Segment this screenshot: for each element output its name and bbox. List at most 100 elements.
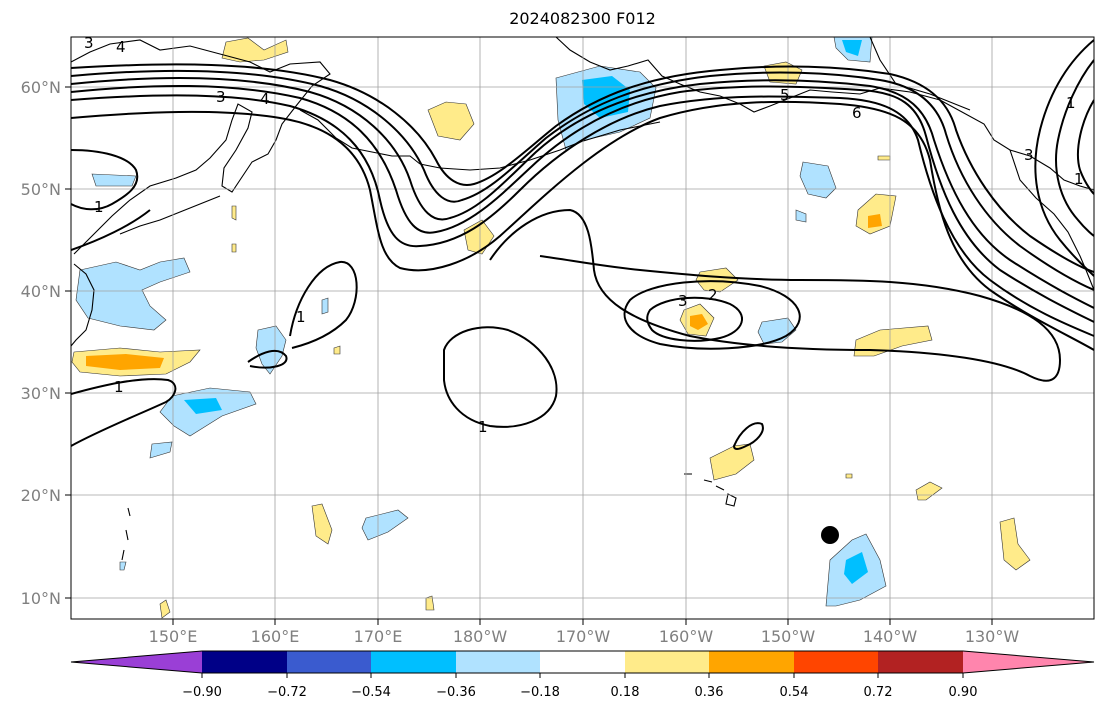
contour-label: 1 (114, 378, 124, 396)
lon-label: 130°W (965, 627, 1020, 646)
contour-label: 3 (216, 88, 226, 106)
positive-anomaly-patch (231, 243, 237, 253)
negative-anomaly-patch (149, 441, 173, 459)
contour-line (247, 349, 288, 369)
kuril-islands (119, 195, 221, 235)
contour-label: 4 (116, 38, 126, 56)
lat-label: 30°N (21, 384, 61, 403)
hawaii-islands (684, 473, 737, 507)
longitude-labels: 150°E 160°E 170°E 180°W 170°W 160°W 150°… (149, 627, 1020, 646)
contour-label: 5 (780, 86, 790, 104)
contour-label: 3 (84, 34, 94, 52)
lon-label: 170°W (556, 627, 611, 646)
positive-anomaly-patch (427, 101, 475, 141)
contour-labels: 3 4 3 4 5 6 1 1 1 3 2 1 1 3 1 (84, 34, 1084, 436)
map-title: 2024082300 F012 (509, 9, 656, 28)
colorbar-extension-high (963, 651, 1094, 673)
colorbar-segments (70, 650, 1095, 674)
contour-label: 1 (478, 418, 488, 436)
contour-line (71, 209, 151, 251)
lon-label: 170°E (354, 627, 403, 646)
lon-label: 150°W (761, 627, 816, 646)
contour-label: 2 (708, 286, 718, 304)
contour-line (443, 326, 558, 428)
aleutian-islands (419, 121, 661, 171)
positive-anomaly-patch (877, 155, 891, 161)
contour-label: 1 (94, 198, 104, 216)
colorbar-segment (794, 651, 878, 673)
negative-anomaly-patch (184, 398, 222, 414)
negative-anomaly-patch (844, 552, 868, 584)
negative-anomaly-patch (361, 509, 409, 541)
contour-label: 3 (1024, 146, 1034, 164)
lat-label: 20°N (21, 486, 61, 505)
contour-line (71, 77, 1094, 309)
negative-anomaly-patch (91, 173, 137, 187)
negative-anomaly-patch (321, 297, 329, 315)
negative-anomaly-patch (119, 561, 127, 571)
contour-line (1034, 39, 1094, 277)
colorbar-tick-label: 0.90 (949, 685, 978, 700)
positive-anomaly-patch (333, 345, 341, 355)
positive-anomaly-patch (690, 314, 708, 330)
coastlines (71, 37, 1094, 561)
lon-label: 150°E (149, 627, 198, 646)
storm-position-marker (821, 526, 839, 544)
contour-line (1055, 59, 1094, 237)
positive-anomaly-patch (845, 473, 853, 479)
contour-line (71, 84, 1094, 323)
colorbar-tick-labels: −0.90 −0.72 −0.54 −0.36 −0.18 0.18 0.36 … (182, 685, 977, 700)
marianas (121, 507, 131, 561)
negative-anomaly-patch (842, 40, 862, 56)
colorbar-tick-label: 0.18 (611, 685, 640, 700)
colorbar: −0.90 −0.72 −0.54 −0.36 −0.18 0.18 0.36 … (70, 650, 1095, 700)
lat-label: 40°N (21, 282, 61, 301)
positive-anomaly-patch (915, 481, 943, 501)
contour-label: 6 (852, 104, 862, 122)
negative-anomaly-patch (255, 325, 287, 375)
colorbar-segment (540, 651, 625, 673)
colorbar-extension-low (71, 651, 202, 673)
contour-line (489, 208, 1062, 382)
contour-line (289, 260, 358, 349)
contour-line (646, 296, 743, 342)
colorbar-tick-label: 0.54 (780, 685, 809, 700)
gridlines (71, 37, 1094, 619)
colorbar-ticks (201, 673, 964, 678)
positive-anomaly-patch (221, 37, 289, 63)
colorbar-tick-label: −0.72 (267, 685, 307, 700)
positive-anomaly-patch (311, 503, 333, 545)
lat-label: 10°N (21, 589, 61, 608)
colorbar-tick-label: −0.54 (351, 685, 391, 700)
positive-anomaly-patch (231, 205, 237, 221)
negative-anomaly-patch (75, 257, 191, 331)
lon-label: 140°W (863, 627, 918, 646)
colorbar-segment (287, 651, 371, 673)
positive-anomaly-patch (86, 354, 164, 370)
contour-line (623, 280, 801, 350)
japan-coast (71, 263, 95, 347)
positive-anomaly-patch (159, 599, 171, 619)
lat-label: 60°N (21, 78, 61, 97)
contour-line (71, 63, 1094, 273)
colorbar-segment (371, 651, 456, 673)
colorbar-tick-label: −0.90 (182, 685, 222, 700)
colorbar-segment (625, 651, 709, 673)
contour-line (1076, 99, 1094, 195)
positive-anomaly-patch (868, 214, 882, 228)
colorbar-segment (878, 651, 963, 673)
latitude-labels: 60°N 50°N 40°N 30°N 20°N 10°N (21, 78, 61, 608)
colorbar-tick-label: 0.72 (864, 685, 893, 700)
lat-label: 50°N (21, 180, 61, 199)
contour-line (71, 94, 1094, 337)
negative-anomaly-patch (795, 209, 807, 223)
positive-anomaly-patch (695, 267, 739, 293)
contour-label: 4 (260, 90, 270, 108)
siberia-coast (71, 39, 331, 255)
contour-label: 1 (1074, 170, 1084, 188)
contour-label: 1 (296, 308, 306, 326)
colorbar-tick-label: −0.18 (520, 685, 560, 700)
colorbar-tick-label: −0.36 (436, 685, 476, 700)
colorbar-segment (202, 651, 287, 673)
